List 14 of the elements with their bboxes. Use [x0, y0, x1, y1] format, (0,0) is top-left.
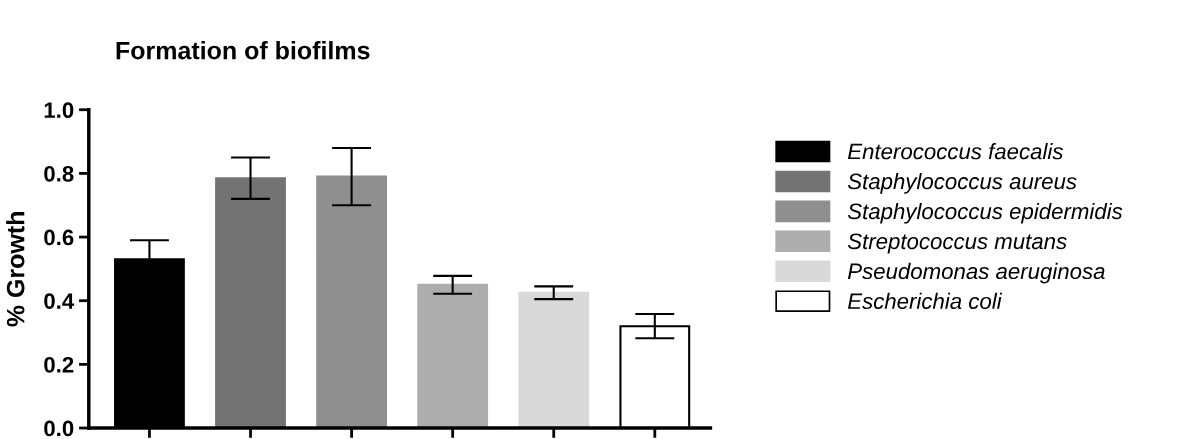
- y-tick-label: 0.2: [44, 356, 74, 373]
- y-tick-label: 0.6: [44, 229, 74, 246]
- legend-label: Escherichia coli: [847, 292, 1003, 310]
- legend-label: Enterococcus faecalis: [847, 143, 1063, 160]
- legend-label: Staphylococcus epidermidis: [847, 202, 1123, 224]
- legend-label: Pseudomonas aeruginosa: [847, 262, 1105, 284]
- y-tick-label: 0.8: [44, 165, 74, 182]
- y-axis-title: % Growth: [6, 212, 25, 327]
- legend-label: Staphylococcus aureus: [847, 172, 1077, 194]
- y-tick-label: 0.0: [44, 420, 74, 437]
- chart-title: Formation of biofilms: [116, 41, 370, 60]
- legend-label: Streptococcus mutans: [847, 233, 1067, 254]
- y-tick-label: 1.0: [44, 102, 74, 119]
- y-tick-label: 0.4: [44, 293, 75, 309]
